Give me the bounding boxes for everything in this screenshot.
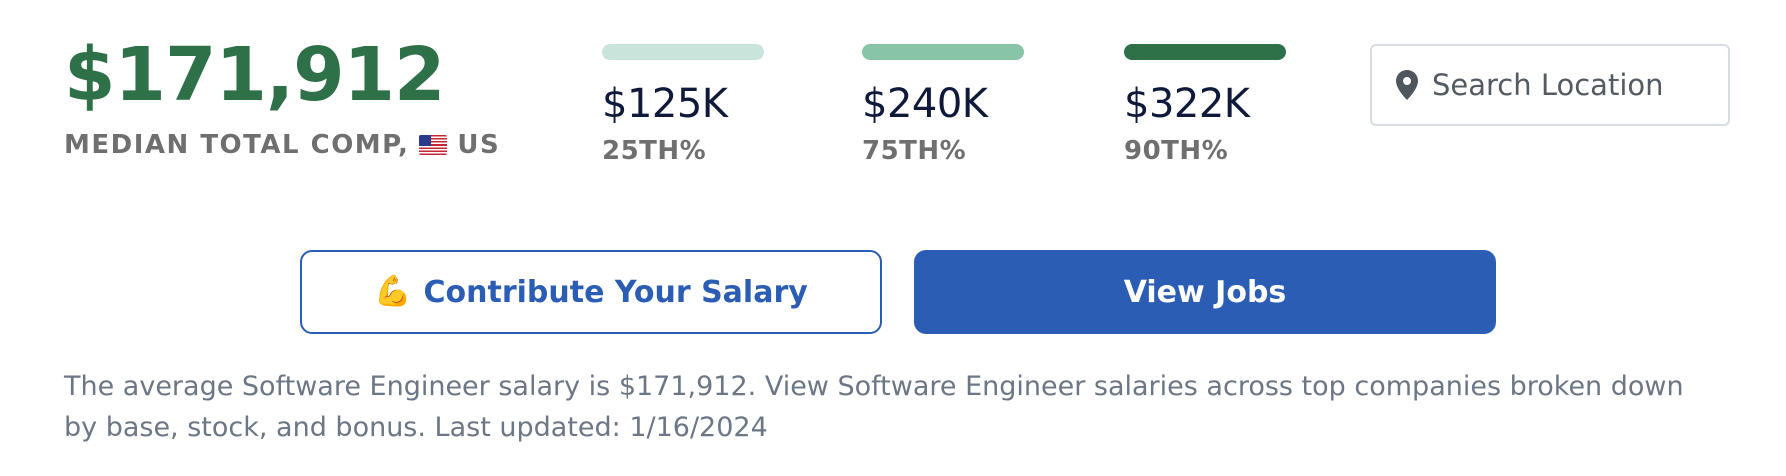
- search-location-field[interactable]: [1370, 44, 1730, 126]
- percentile-25: $125K 25TH%: [602, 44, 764, 166]
- percentile-75-label: 75TH%: [862, 136, 967, 166]
- contribute-salary-button[interactable]: 💪 Contribute Your Salary: [300, 250, 882, 334]
- median-total-comp-value: $171,912: [64, 32, 446, 118]
- view-jobs-label: View Jobs: [1123, 274, 1287, 310]
- median-comp-block: $171,912 MEDIAN TOTAL COMP, US: [64, 38, 500, 160]
- salary-description: The average Software Engineer salary is …: [64, 371, 1684, 443]
- median-total-comp-label: MEDIAN TOTAL COMP, US: [64, 130, 500, 160]
- view-jobs-button[interactable]: View Jobs: [914, 250, 1496, 334]
- location-pin-icon: [1396, 70, 1418, 100]
- percentile-90: $322K 90TH%: [1124, 44, 1286, 166]
- percentile-75: $240K 75TH%: [862, 44, 1024, 166]
- us-flag-icon: [419, 135, 448, 155]
- country-label: US: [457, 130, 501, 160]
- percentile-25-bar: [602, 44, 764, 60]
- percentile-75-value: $240K: [862, 81, 988, 127]
- median-label-text: MEDIAN TOTAL COMP,: [64, 130, 410, 160]
- contribute-salary-label: Contribute Your Salary: [423, 274, 808, 310]
- search-location-input[interactable]: [1432, 68, 1702, 102]
- percentile-25-label: 25TH%: [602, 136, 707, 166]
- percentile-90-label: 90TH%: [1124, 136, 1229, 166]
- flexed-arm-icon: 💪: [374, 274, 412, 309]
- percentile-25-value: $125K: [602, 81, 728, 127]
- percentile-90-value: $322K: [1124, 81, 1250, 127]
- percentile-75-bar: [862, 44, 1024, 60]
- percentile-90-bar: [1124, 44, 1286, 60]
